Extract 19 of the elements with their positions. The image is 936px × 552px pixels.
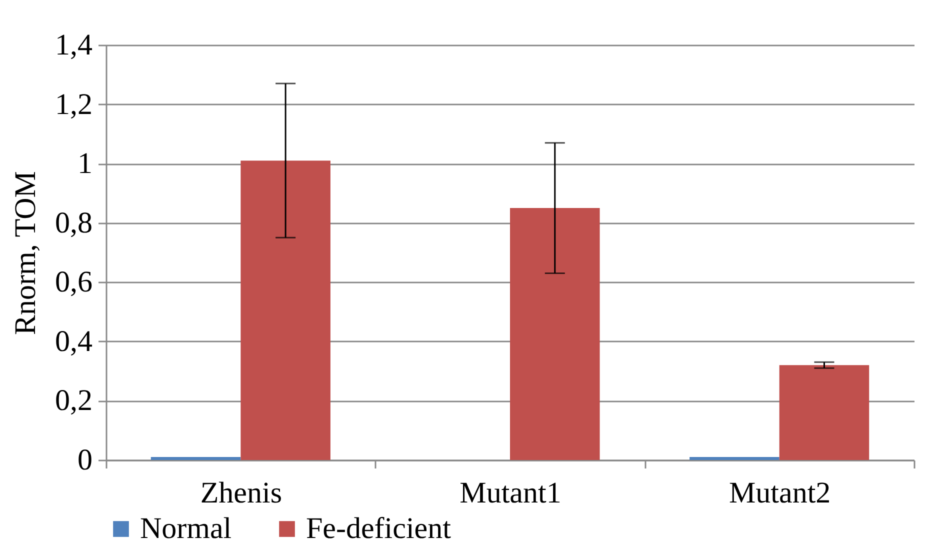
- y-tick-label: 0,4: [55, 324, 92, 358]
- y-tick-label: 0,8: [55, 206, 92, 240]
- legend-label: Normal: [140, 512, 232, 545]
- legend-label: Fe-deficient: [306, 512, 452, 545]
- y-axis-title: Rnorm, TOM: [9, 171, 42, 335]
- y-tick-label: 1,2: [55, 88, 92, 121]
- bar: [690, 457, 780, 460]
- x-tick-label: Mutant1: [460, 476, 562, 510]
- bar: [240, 160, 330, 460]
- y-tick-label: 1,4: [55, 28, 92, 62]
- y-tick-label: 0,6: [55, 266, 92, 299]
- x-tick-label: Mutant2: [728, 476, 831, 510]
- y-tick-label: 0,2: [55, 384, 92, 418]
- y-tick-label: 1: [78, 147, 92, 180]
- x-tick-label: Zhenis: [200, 476, 282, 510]
- y-tick-label: 0: [78, 444, 92, 476]
- bar: [510, 208, 600, 460]
- bar: [150, 457, 241, 460]
- bar: [779, 365, 870, 460]
